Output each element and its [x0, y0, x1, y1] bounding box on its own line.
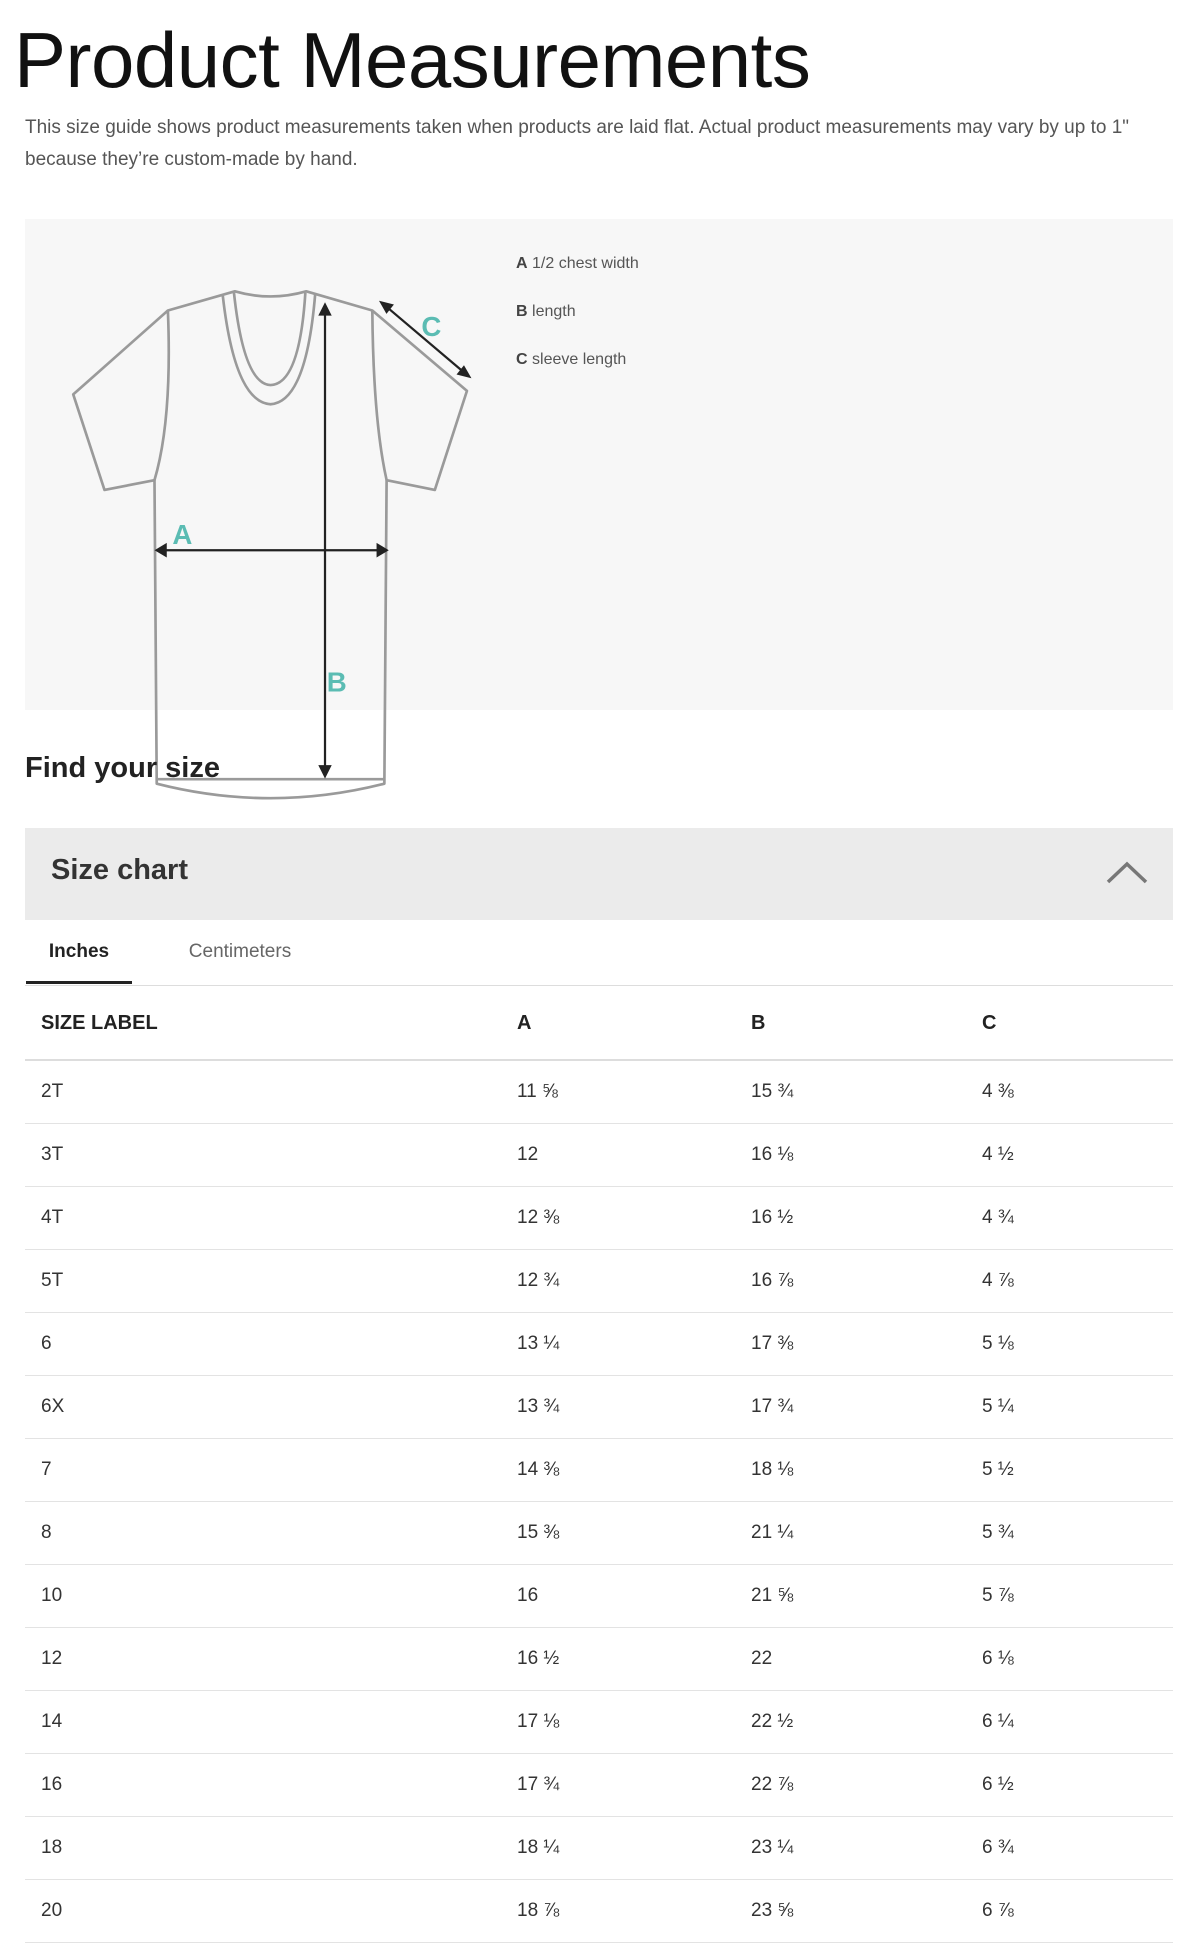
- cell-c: 6 ⅞: [982, 1879, 1173, 1943]
- unit-tabs: Inches Centimeters: [25, 920, 1173, 986]
- column-header-c: C: [982, 987, 1173, 1061]
- cell-b: 16 ½: [751, 1186, 982, 1250]
- cell-c: 6 ¼: [982, 1690, 1173, 1754]
- cell-b: 15 ¾: [751, 1060, 982, 1124]
- cell-c: 5 ½: [982, 1438, 1173, 1502]
- cell-size-label: 18: [25, 1816, 517, 1880]
- cell-a: 13 ¼: [517, 1312, 751, 1376]
- page-description: This size guide shows product measuremen…: [25, 117, 1130, 170]
- cell-b: 21 ⅝: [751, 1564, 982, 1628]
- cell-c: 4 ½: [982, 1123, 1173, 1187]
- cell-a: 14 ⅜: [517, 1438, 751, 1502]
- cell-a: 15 ⅜: [517, 1501, 751, 1565]
- cell-a: 18 ⅞: [517, 1879, 751, 1943]
- column-header-size-label: SIZE LABEL: [25, 987, 517, 1061]
- cell-a: 16 ½: [517, 1627, 751, 1691]
- cell-c: 4 ⅞: [982, 1249, 1173, 1313]
- legend-item-b: B length: [516, 303, 576, 320]
- tshirt-illustration: A B C: [71, 289, 472, 800]
- cell-c: 6 ½: [982, 1753, 1173, 1817]
- cell-c: 5 ¼: [982, 1375, 1173, 1439]
- legend-item-a: A 1/2 chest width: [516, 255, 639, 272]
- legend-item-c: C sleeve length: [516, 351, 627, 368]
- cell-size-label: 12: [25, 1627, 517, 1691]
- cell-b: 17 ⅜: [751, 1312, 982, 1376]
- size-chart-accordion-header[interactable]: Size chart: [25, 828, 1173, 920]
- cell-b: 16 ⅛: [751, 1123, 982, 1187]
- cell-size-label: 10: [25, 1564, 517, 1628]
- cell-a: 11 ⅝: [517, 1060, 751, 1124]
- cell-size-label: 8: [25, 1501, 517, 1565]
- chevron-up-icon[interactable]: [1105, 858, 1149, 886]
- table-header-row: SIZE LABEL A B C: [25, 987, 1173, 1061]
- cell-size-label: 5T: [25, 1249, 517, 1313]
- cell-a: 17 ⅛: [517, 1690, 751, 1754]
- cell-a: 12 ¾: [517, 1249, 751, 1313]
- tab-inches[interactable]: Inches: [26, 920, 132, 984]
- cell-b: 21 ¼: [751, 1501, 982, 1565]
- cell-c: 4 ¾: [982, 1186, 1173, 1250]
- size-chart-title: Size chart: [51, 854, 188, 886]
- cell-size-label: 7: [25, 1438, 517, 1502]
- measurement-legend: A 1/2 chest width B length C sleeve leng…: [516, 251, 639, 395]
- marker-a: A: [172, 519, 192, 550]
- cell-c: 6 ⅛: [982, 1627, 1173, 1691]
- cell-size-label: 3T: [25, 1123, 517, 1187]
- cell-size-label: 6X: [25, 1375, 517, 1439]
- cell-size-label: 6: [25, 1312, 517, 1376]
- page-title: Product Measurements: [14, 16, 811, 104]
- cell-c: 5 ¾: [982, 1501, 1173, 1565]
- cell-b: 18 ⅛: [751, 1438, 982, 1502]
- cell-size-label: 20: [25, 1879, 517, 1943]
- cell-a: 12 ⅜: [517, 1186, 751, 1250]
- cell-size-label: 16: [25, 1753, 517, 1817]
- column-header-a: A: [517, 987, 751, 1061]
- measurement-diagram: A B C A 1/2 chest width B length C sleev…: [25, 219, 1173, 800]
- cell-size-label: 2T: [25, 1060, 517, 1124]
- cell-b: 22: [751, 1627, 982, 1691]
- cell-b: 22 ⅞: [751, 1753, 982, 1817]
- cell-size-label: 4T: [25, 1186, 517, 1250]
- tab-centimeters[interactable]: Centimeters: [188, 941, 292, 962]
- cell-a: 17 ¾: [517, 1753, 751, 1817]
- marker-b: B: [327, 666, 347, 697]
- cell-b: 23 ¼: [751, 1816, 982, 1880]
- cell-b: 22 ½: [751, 1690, 982, 1754]
- cell-c: 4 ⅜: [982, 1060, 1173, 1124]
- find-size-heading: Find your size: [25, 752, 220, 784]
- marker-c: C: [421, 311, 441, 342]
- cell-c: 5 ⅞: [982, 1564, 1173, 1628]
- cell-a: 18 ¼: [517, 1816, 751, 1880]
- cell-b: 17 ¾: [751, 1375, 982, 1439]
- cell-c: 5 ⅛: [982, 1312, 1173, 1376]
- cell-b: 16 ⅞: [751, 1249, 982, 1313]
- cell-a: 12: [517, 1123, 751, 1187]
- cell-a: 13 ¾: [517, 1375, 751, 1439]
- cell-b: 23 ⅝: [751, 1879, 982, 1943]
- column-header-b: B: [751, 987, 982, 1061]
- cell-c: 6 ¾: [982, 1816, 1173, 1880]
- cell-a: 16: [517, 1564, 751, 1628]
- table-row: 12 16 ½ 22 6 ⅛: [25, 1627, 1173, 1691]
- cell-size-label: 14: [25, 1690, 517, 1754]
